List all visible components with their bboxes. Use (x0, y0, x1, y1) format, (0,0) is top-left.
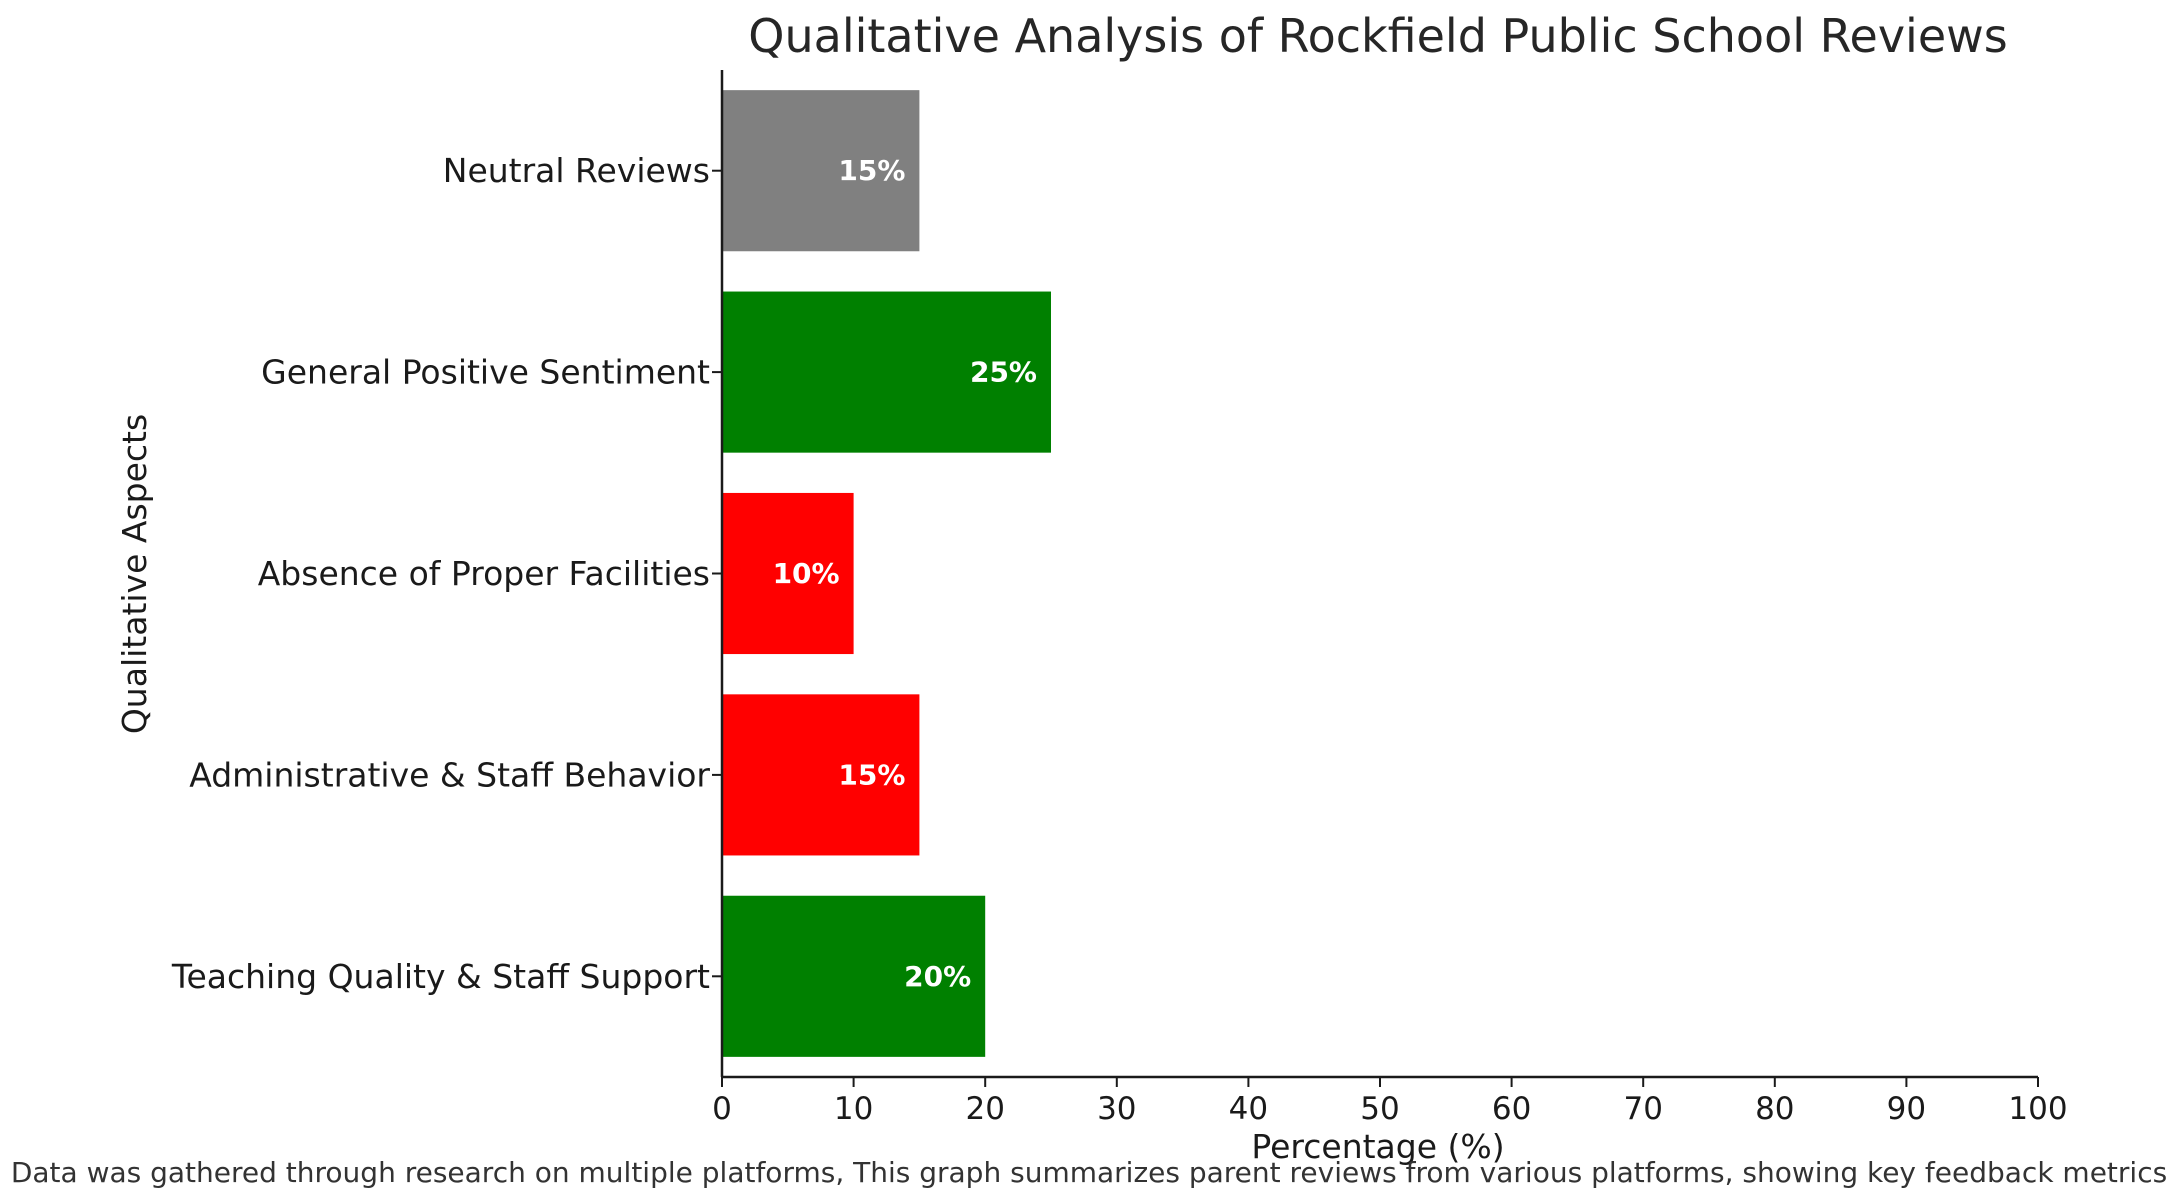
axes-layer: Teaching Quality & Staff Support Administ… (171, 70, 2068, 1127)
x-tick-label-60: 60 (1492, 1091, 1531, 1127)
y-tick-label-general-positive-sentiment: General Positive Sentiment (261, 353, 710, 392)
x-tick-label-0: 0 (712, 1091, 732, 1127)
x-axis-title: Percentage (%) (1251, 1127, 1504, 1166)
bar-teaching-quality-staff-support (722, 895, 986, 1057)
bar-absence-of-proper-facilities (722, 492, 854, 655)
bar-administrative-staff-behavior (722, 694, 920, 856)
bar-value-label-general-positive-sentiment: 25% (970, 356, 1037, 389)
x-tick-label-50: 50 (1360, 1091, 1399, 1127)
y-tick-label-teaching-quality-staff-support: Teaching Quality & Staff Support (171, 957, 710, 996)
y-tick-label-neutral-reviews: Neutral Reviews (443, 151, 710, 190)
x-tick-label-40: 40 (1229, 1091, 1268, 1127)
bar-value-label-absence-of-proper-facilities: 10% (773, 557, 840, 590)
x-tick-label-80: 80 (1755, 1091, 1794, 1127)
bar-value-label-neutral-reviews: 15% (838, 154, 905, 187)
x-tick-label-30: 30 (1097, 1091, 1136, 1127)
y-tick-label-absence-of-proper-facilities: Absence of Proper Facilities (258, 554, 710, 593)
bars-layer: 20% 15% 10% 25% 15% (722, 90, 1051, 1057)
x-tick-label-90: 90 (1887, 1091, 1926, 1127)
x-tick-label-100: 100 (2008, 1091, 2067, 1127)
y-tick-label-administrative-staff-behavior: Administrative & Staff Behavior (189, 755, 710, 794)
bar-general-positive-sentiment (722, 291, 1051, 453)
bar-value-label-teaching-quality-staff-support: 20% (904, 960, 971, 993)
bar-neutral-reviews (722, 90, 920, 252)
y-axis-title: Qualitative Aspects (115, 414, 154, 734)
footnote: Data was gathered through research on mu… (11, 1156, 2167, 1189)
x-tick-label-10: 10 (834, 1091, 873, 1127)
bar-value-label-administrative-staff-behavior: 15% (838, 758, 905, 791)
x-tick-label-70: 70 (1623, 1091, 1662, 1127)
x-tick-label-20: 20 (965, 1091, 1004, 1127)
chart-title: Qualitative Analysis of Rockfield Public… (748, 9, 2007, 63)
